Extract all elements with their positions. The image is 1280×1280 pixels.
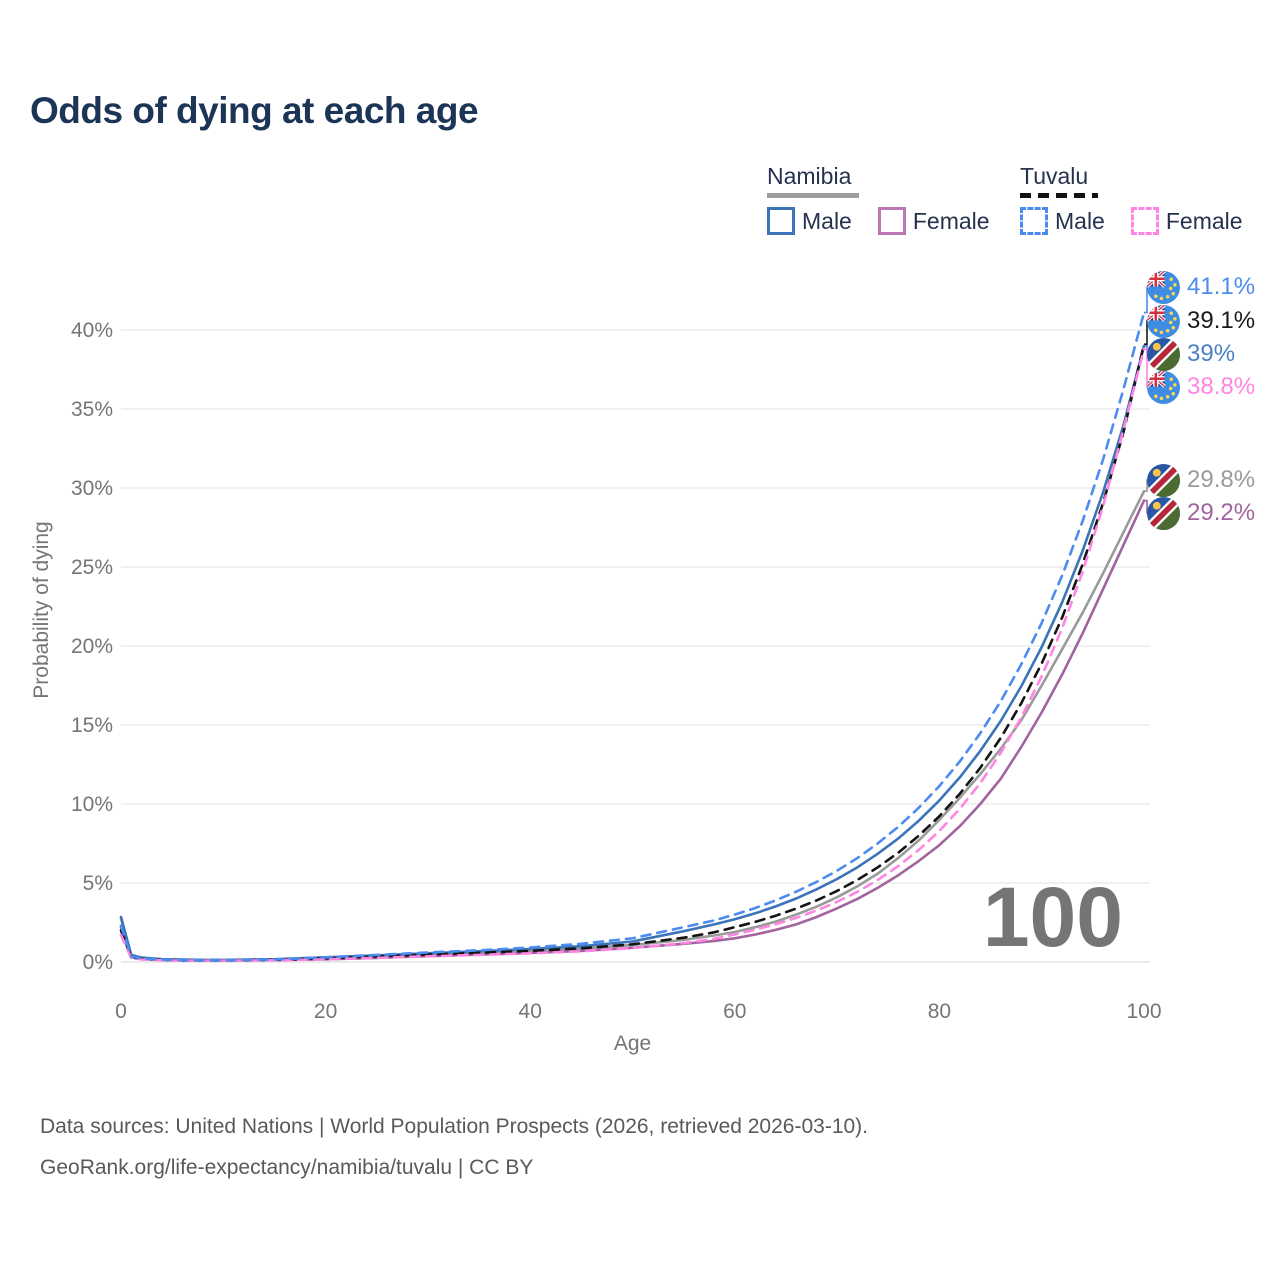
legend-item-namibia-male[interactable]: Male <box>767 207 852 235</box>
namibia-flag-icon <box>1147 497 1180 530</box>
series-line-namibia-male[interactable] <box>119 344 1146 962</box>
namibia-flag-icon <box>1147 464 1180 497</box>
end-label-namibia-male: 39% <box>1147 337 1235 371</box>
namibia-flag-icon <box>1147 338 1180 371</box>
end-label-value: 38.8% <box>1187 373 1256 400</box>
x-tick-label: 100 <box>1126 1000 1161 1023</box>
footer-source-line: Data sources: United Nations | World Pop… <box>40 1115 869 1138</box>
y-tick-label: 30% <box>71 477 113 500</box>
series-line-tuvalu-all[interactable] <box>119 342 1146 962</box>
y-tick-label: 15% <box>71 714 113 737</box>
legend-swatch-namibia-female <box>877 207 906 235</box>
x-tick-label: 0 <box>115 1000 127 1023</box>
legend-item-namibia-female[interactable]: Female <box>877 207 990 235</box>
end-label-value: 39% <box>1187 340 1236 367</box>
legend-swatch-namibia-male <box>767 207 795 235</box>
tuvalu-flag-icon <box>1147 271 1180 304</box>
end-label-value: 29.8% <box>1187 466 1256 493</box>
end-label-tuvalu-male: 41.1% <box>1147 270 1255 304</box>
end-label-tuvalu-all: 39.1% <box>1147 304 1255 338</box>
end-label-value: 41.1% <box>1187 273 1256 300</box>
tuvalu-flag-icon <box>1147 305 1180 338</box>
y-axis-title: Probability of dying <box>30 521 53 698</box>
series-line-tuvalu-male[interactable] <box>119 311 1146 962</box>
legend-item-tuvalu-female[interactable]: Female <box>1130 207 1243 235</box>
legend-country-label: Namibia <box>767 163 852 189</box>
x-tick-label: 60 <box>723 1000 746 1023</box>
y-tick-label: 35% <box>71 398 113 421</box>
end-label-value: 29.2% <box>1187 499 1256 526</box>
legend-item-label: Female <box>1165 207 1243 234</box>
tuvalu-flag-icon <box>1147 371 1180 404</box>
legend-linestyle-dashed-sample <box>1020 193 1098 198</box>
legend-group-namibia: Namibia Male Female <box>767 163 990 235</box>
chart-footer: Data sources: United Nations | World Pop… <box>40 1106 868 1188</box>
legend-item-label: Female <box>912 207 990 234</box>
end-label-tuvalu-female: 38.8% <box>1147 370 1255 404</box>
x-axis-title: Age <box>614 1032 651 1055</box>
x-tick-label: 80 <box>928 1000 951 1023</box>
footer-url-line: GeoRank.org/life-expectancy/namibia/tuva… <box>40 1156 534 1179</box>
series-line-tuvalu-female[interactable] <box>119 347 1146 962</box>
y-tick-label: 25% <box>71 556 113 579</box>
y-tick-label: 40% <box>71 319 113 342</box>
end-label-value: 39.1% <box>1187 307 1256 334</box>
y-tick-label: 20% <box>71 635 113 658</box>
legend-country-label: Tuvalu <box>1020 163 1089 189</box>
legend-item-label: Male <box>802 207 852 234</box>
page-title: Odds of dying at each age <box>30 90 479 131</box>
age-watermark: 100 <box>983 870 1123 964</box>
legend-swatch-tuvalu-female <box>1130 207 1159 235</box>
end-label-namibia-all: 29.8% <box>1147 463 1255 497</box>
x-tick-label: 40 <box>519 1000 542 1023</box>
end-label-namibia-female: 29.2% <box>1147 496 1255 530</box>
legend-swatch-tuvalu-male <box>1020 207 1048 235</box>
legend-item-tuvalu-male[interactable]: Male <box>1020 207 1105 235</box>
x-tick-label: 20 <box>314 1000 337 1023</box>
legend-linestyle-solid-sample <box>767 193 859 198</box>
line-chart-plot: 100 0% 5% 10% 15% 20% 25% 30% 35% 40% 0 20 40 60 80 10… <box>30 286 1162 1055</box>
y-tick-label: 5% <box>83 872 113 895</box>
legend-group-tuvalu: Tuvalu Male Female <box>1020 163 1243 235</box>
y-tick-label: 10% <box>71 793 113 816</box>
legend-item-label: Male <box>1055 207 1105 234</box>
y-tick-label: 0% <box>83 951 113 974</box>
